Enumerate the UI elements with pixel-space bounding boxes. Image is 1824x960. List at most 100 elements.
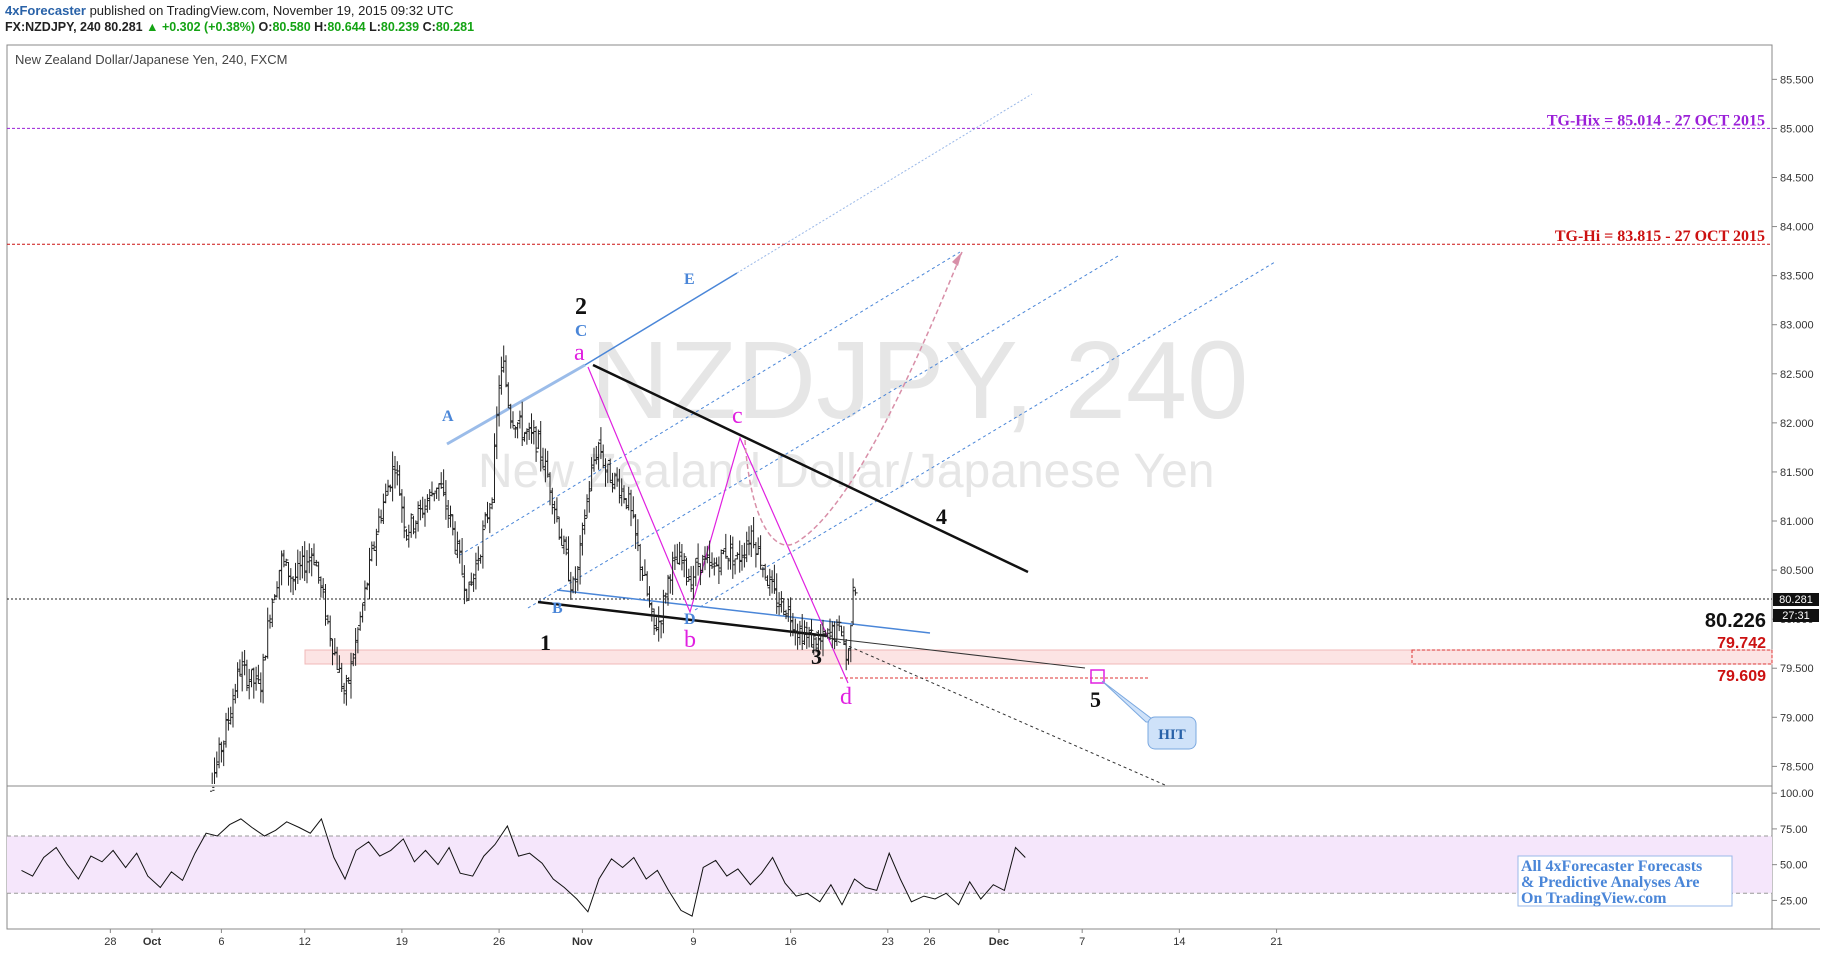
wave-label-B: B bbox=[552, 600, 563, 617]
rsi-line bbox=[21, 817, 1026, 917]
tg-hi-label: TG-Hi = 83.815 - 27 OCT 2015 bbox=[1555, 228, 1765, 245]
support-zone bbox=[304, 649, 1773, 665]
published-text: published on TradingView.com, November 1… bbox=[89, 3, 454, 18]
price-tags: 80.281 27:31 bbox=[1773, 593, 1819, 622]
open-value: 80.580 bbox=[272, 20, 311, 34]
x-tick-label: Nov bbox=[572, 936, 594, 948]
hit-callout bbox=[1147, 716, 1197, 750]
symbol-label: FX:NZDJPY, 240 bbox=[5, 20, 101, 34]
channel-line-2 bbox=[527, 255, 1119, 609]
watermark-symbol: NZDJPY, 240 bbox=[590, 319, 1248, 442]
wave-a-c-line bbox=[446, 363, 586, 446]
wave-labels: 1 2 3 4 5 A B C D E a b c d bbox=[442, 271, 1101, 712]
wave-label-D: D bbox=[684, 611, 696, 628]
candles bbox=[210, 345, 858, 792]
wave-label-3: 3 bbox=[811, 644, 822, 669]
close-value: 80.281 bbox=[435, 20, 475, 34]
countdown-tag-text: 27:31 bbox=[1782, 610, 1810, 622]
x-tick-label: 26 bbox=[923, 936, 935, 948]
wedge-upper-line bbox=[592, 363, 1029, 574]
y-tick-label: 85.500 bbox=[1780, 74, 1814, 86]
last-price-tag-text: 80.281 bbox=[1779, 594, 1813, 606]
hit-marker: HIT bbox=[1090, 669, 1197, 750]
wave-label-C: C bbox=[575, 321, 587, 340]
last-price: 80.281 bbox=[104, 20, 143, 34]
rsi-tick-label: 25.00 bbox=[1780, 895, 1808, 907]
wave-label-c: c bbox=[732, 403, 743, 429]
wave-label-E: E bbox=[684, 271, 695, 288]
projection-curve bbox=[744, 251, 963, 546]
wave-label-b: b bbox=[684, 627, 696, 653]
projection-path bbox=[744, 251, 963, 546]
publish-header: 4xForecaster published on TradingView.co… bbox=[0, 0, 1824, 40]
high-value: 80.644 bbox=[327, 20, 366, 34]
promo-line-2: & Predictive Analyses Are bbox=[1521, 874, 1700, 891]
projection-arrowhead bbox=[952, 252, 962, 266]
low-label: L: bbox=[369, 20, 381, 34]
wave-label-1: 1 bbox=[540, 630, 551, 655]
price-axis: 85.500 85.000 84.500 84.000 83.500 83.000 82.5… bbox=[1772, 74, 1814, 773]
wedge-lines bbox=[537, 363, 1029, 638]
publisher-link[interactable]: 4xForecaster bbox=[5, 3, 86, 18]
high-label: H: bbox=[314, 20, 328, 34]
y-tick-label: 82.000 bbox=[1780, 418, 1814, 430]
x-tick-label: 6 bbox=[218, 936, 224, 948]
y-tick-label: 81.500 bbox=[1780, 467, 1814, 479]
wave-path-magenta bbox=[587, 366, 849, 684]
promo-line-3: On TradingView.com bbox=[1521, 890, 1667, 907]
x-tick-label: 16 bbox=[785, 936, 797, 948]
change-value: +0.302 (+0.38%) bbox=[161, 20, 256, 34]
wave-label-A: A bbox=[442, 408, 454, 425]
promo-box: All 4xForecaster Forecasts & Predictive … bbox=[1517, 855, 1733, 907]
promo-frame bbox=[1517, 855, 1733, 907]
target-c-label: 79.609 bbox=[1717, 668, 1766, 685]
y-tick-label: 83.000 bbox=[1780, 320, 1814, 332]
y-tick-label: 78.500 bbox=[1780, 761, 1814, 773]
channel-top-extension bbox=[736, 93, 1033, 274]
wave-label-2: 2 bbox=[575, 294, 587, 320]
open-label: O: bbox=[258, 20, 273, 34]
y-tick-label: 81.000 bbox=[1780, 516, 1814, 528]
y-tick-label: 80.500 bbox=[1780, 565, 1814, 577]
hit-target-box bbox=[1090, 669, 1105, 684]
wave-label-d: d bbox=[840, 684, 852, 710]
trend-channels bbox=[446, 93, 1276, 786]
x-tick-label: 21 bbox=[1270, 936, 1282, 948]
target-zone-box bbox=[1411, 649, 1773, 665]
level-lines: TG-Hix = 85.014 - 27 OCT 2015 TG-Hi = 83… bbox=[7, 112, 1773, 679]
x-tick-label: 26 bbox=[493, 936, 505, 948]
x-tick-label: 19 bbox=[396, 936, 408, 948]
close-label: C: bbox=[422, 20, 436, 34]
y-tick-label: 84.000 bbox=[1780, 222, 1814, 234]
y-tick-label: 79.000 bbox=[1780, 712, 1814, 724]
wave-label-a: a bbox=[574, 340, 585, 366]
y-tick-label: 79.500 bbox=[1780, 663, 1814, 675]
rsi-tick-label: 75.00 bbox=[1780, 824, 1808, 836]
time-axis: 28 Oct 6 12 19 26 Nov 9 16 23 26 Dec 7 14 21 bbox=[104, 929, 1283, 948]
last-price-tag bbox=[1773, 593, 1819, 606]
y-tick-label: 85.000 bbox=[1780, 123, 1814, 135]
rsi-band bbox=[7, 836, 1772, 894]
rsi-tick-label: 50.00 bbox=[1780, 860, 1808, 872]
rsi-indicator bbox=[7, 817, 1772, 917]
wave-label-5: 5 bbox=[1090, 687, 1101, 712]
price-target-labels: 80.226 79.742 79.609 bbox=[1705, 610, 1766, 685]
lower-wedge-thin bbox=[827, 637, 1086, 669]
x-tick-label: 14 bbox=[1173, 936, 1185, 948]
y-tick-label: 82.500 bbox=[1780, 369, 1814, 381]
wedge-lower-line bbox=[537, 600, 829, 638]
up-arrow-icon: ▲ bbox=[146, 20, 159, 34]
x-tick-label: Oct bbox=[143, 936, 162, 948]
x-tick-label: 12 bbox=[299, 936, 311, 948]
x-tick-label: Dec bbox=[989, 936, 1009, 948]
y-tick-label: 84.500 bbox=[1780, 172, 1814, 184]
rsi-tick-label: 100.00 bbox=[1780, 788, 1814, 800]
publisher-line: 4xForecaster published on TradingView.co… bbox=[5, 3, 454, 18]
x-tick-label: 7 bbox=[1079, 936, 1085, 948]
symbol-ohlc-line: FX:NZDJPY, 240 80.281 ▲ +0.302 (+0.38%) … bbox=[5, 20, 474, 34]
abcd-path bbox=[587, 366, 849, 684]
chart-title: New Zealand Dollar/Japanese Yen, 240, FX… bbox=[15, 52, 287, 67]
channel-line-1 bbox=[459, 251, 961, 556]
low-value: 80.239 bbox=[380, 20, 420, 34]
